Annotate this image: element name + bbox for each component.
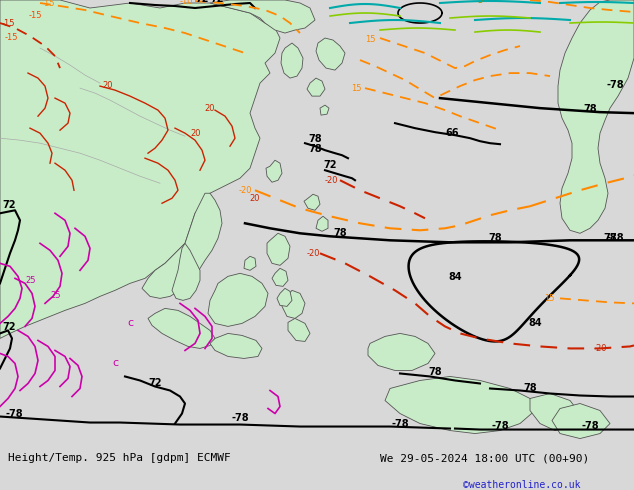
Text: 20: 20 [102,81,112,90]
Polygon shape [316,216,328,231]
Text: 15: 15 [365,35,375,44]
Text: -15: -15 [29,11,42,20]
Text: -78: -78 [231,413,249,422]
Polygon shape [282,291,305,318]
Text: 15: 15 [351,84,362,93]
Text: 78: 78 [488,233,502,244]
Text: -15: -15 [42,0,56,7]
Text: 5: 5 [477,0,482,5]
Polygon shape [272,269,288,286]
Text: -10: -10 [179,0,193,5]
Polygon shape [320,105,329,115]
Text: -20: -20 [325,176,338,185]
Polygon shape [208,273,268,326]
Text: 78: 78 [523,384,537,393]
Text: 84: 84 [448,272,462,282]
Text: -78: -78 [606,233,624,244]
Text: 78: 78 [428,368,442,377]
Text: -20: -20 [238,186,252,195]
Text: -78: -78 [581,420,598,431]
Text: 66: 66 [445,128,459,138]
Text: -20: -20 [593,344,607,353]
Polygon shape [267,233,290,265]
Polygon shape [266,160,282,182]
Text: 15: 15 [545,294,555,303]
Text: 72: 72 [2,200,15,210]
Polygon shape [552,403,610,439]
Text: 25: 25 [50,292,60,300]
Text: c: c [127,318,133,328]
Polygon shape [530,393,580,431]
Text: -15: -15 [2,19,15,27]
Text: 84: 84 [528,318,542,328]
Text: -78: -78 [5,409,23,418]
Text: -78: -78 [391,418,409,429]
Polygon shape [281,43,303,78]
Text: We 29-05-2024 18:00 UTC (00+90): We 29-05-2024 18:00 UTC (00+90) [380,453,590,463]
Text: 72: 72 [323,160,337,170]
Text: -20: -20 [306,249,320,258]
Text: 78: 78 [333,228,347,238]
Text: 78: 78 [308,134,321,144]
Polygon shape [210,333,262,359]
Text: 78: 78 [603,233,617,244]
Text: 20: 20 [191,129,201,138]
Text: 72: 72 [195,0,209,4]
Text: -78: -78 [606,80,624,90]
Text: c: c [112,359,118,368]
Polygon shape [172,244,200,300]
Text: 25: 25 [25,276,36,285]
Polygon shape [210,0,315,33]
Polygon shape [316,38,345,70]
Text: -78: -78 [491,420,509,431]
Text: 20: 20 [205,104,216,113]
Polygon shape [277,288,292,306]
Polygon shape [385,376,535,434]
Text: 20: 20 [250,194,260,203]
Text: Height/Temp. 925 hPa [gdpm] ECMWF: Height/Temp. 925 hPa [gdpm] ECMWF [8,453,230,463]
Text: ©weatheronline.co.uk: ©weatheronline.co.uk [463,480,580,490]
Polygon shape [244,256,256,270]
Text: 72: 72 [148,378,162,389]
Text: 78: 78 [308,144,322,154]
Polygon shape [0,0,280,339]
Polygon shape [307,78,325,96]
Text: -15: -15 [5,33,18,42]
Polygon shape [368,333,435,370]
Text: 78: 78 [583,104,597,114]
Polygon shape [148,308,215,348]
Text: 72: 72 [2,322,15,332]
Polygon shape [304,194,320,210]
Polygon shape [142,193,222,298]
Polygon shape [288,318,310,342]
Polygon shape [558,0,634,233]
Text: 72: 72 [210,0,224,4]
